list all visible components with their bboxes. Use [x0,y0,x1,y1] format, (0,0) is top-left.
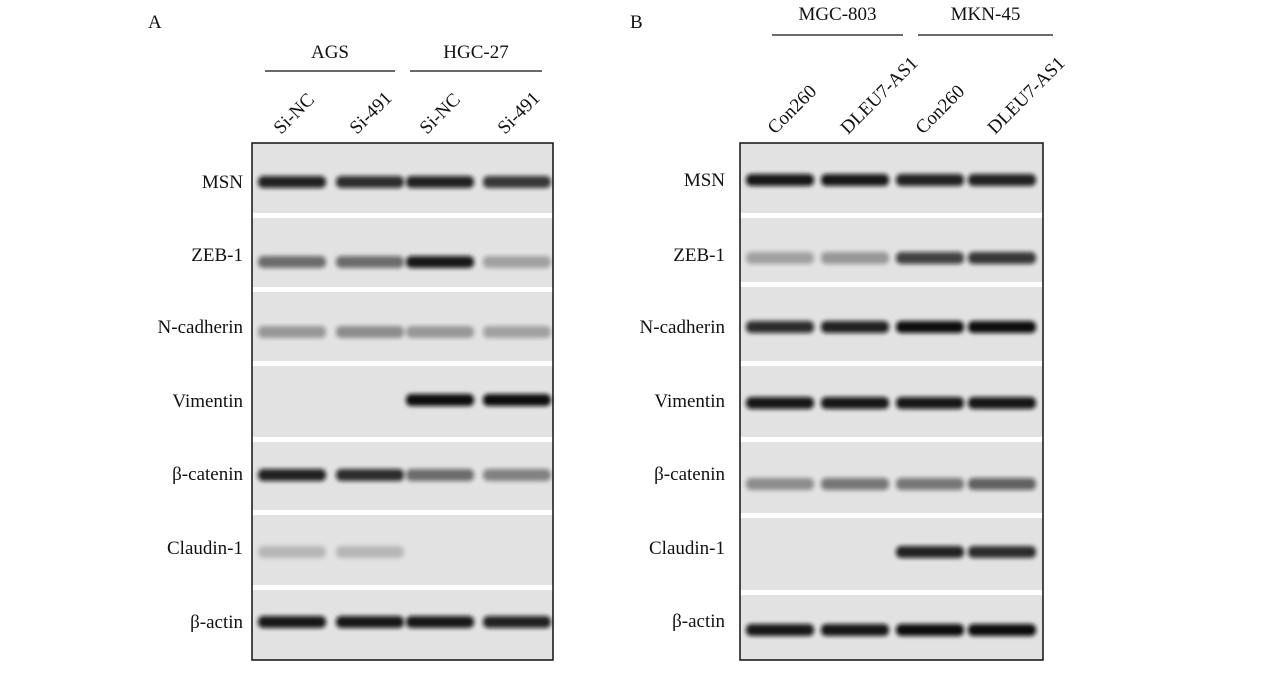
blot-strip [252,218,553,287]
band [746,174,814,186]
band [968,397,1036,409]
band [968,546,1036,558]
row-label: Claudin-1 [167,538,243,559]
band [406,326,474,338]
band [896,252,964,264]
lane-label: DLEU7-AS1 [984,53,1070,139]
row-label: ZEB-1 [673,245,725,266]
row-label: Claudin-1 [649,538,725,559]
row-label: β-actin [190,612,243,633]
band [821,174,889,186]
blot-strip [740,442,1043,513]
band [406,616,474,628]
band [821,321,889,333]
band [406,256,474,268]
band [258,256,326,268]
group-label: AGS [311,42,349,63]
band [483,256,551,268]
band [483,616,551,628]
row-label: Vimentin [172,391,243,412]
band [968,624,1036,636]
band [896,321,964,333]
band [968,252,1036,264]
band [896,397,964,409]
lane-label: Si-NC [270,89,319,138]
lane-label: Si-491 [494,88,545,139]
band [483,176,551,188]
blot-frame [739,142,1044,661]
row-label: Vimentin [654,391,725,412]
band [258,469,326,481]
lane-label: Con260 [912,81,969,138]
band [336,616,404,628]
lane-label: Con260 [764,81,821,138]
band [968,321,1036,333]
band [896,624,964,636]
panel-label: B [630,12,643,33]
band [483,394,551,406]
row-label: N-cadherin [640,317,726,338]
band [258,176,326,188]
band [968,478,1036,490]
group-label: MGC-803 [798,4,876,25]
band [746,321,814,333]
band [336,546,404,558]
band [406,176,474,188]
group-label: HGC-27 [443,42,508,63]
row-label: MSN [684,170,725,191]
band [968,174,1036,186]
band [258,546,326,558]
group-label: MKN-45 [951,4,1021,25]
band [821,624,889,636]
band [821,478,889,490]
row-label: β-catenin [172,464,243,485]
band [746,478,814,490]
band [258,326,326,338]
band [406,469,474,481]
row-label: MSN [202,172,243,193]
band [821,252,889,264]
row-label: ZEB-1 [191,245,243,266]
band [406,394,474,406]
band [896,546,964,558]
band [336,469,404,481]
row-label: N-cadherin [158,317,244,338]
band [483,326,551,338]
band [483,469,551,481]
band [821,397,889,409]
band [896,478,964,490]
row-label: β-actin [672,611,725,632]
band [746,397,814,409]
band [336,256,404,268]
band [336,326,404,338]
band [746,252,814,264]
band [896,174,964,186]
lane-label: DLEU7-AS1 [837,53,923,139]
row-label: β-catenin [654,464,725,485]
blot-strip [740,218,1043,282]
panel-label: A [148,12,162,33]
band [258,616,326,628]
band [336,176,404,188]
blot-frame [251,142,554,661]
lane-label: Si-NC [416,89,465,138]
lane-label: Si-491 [346,88,397,139]
band [746,624,814,636]
